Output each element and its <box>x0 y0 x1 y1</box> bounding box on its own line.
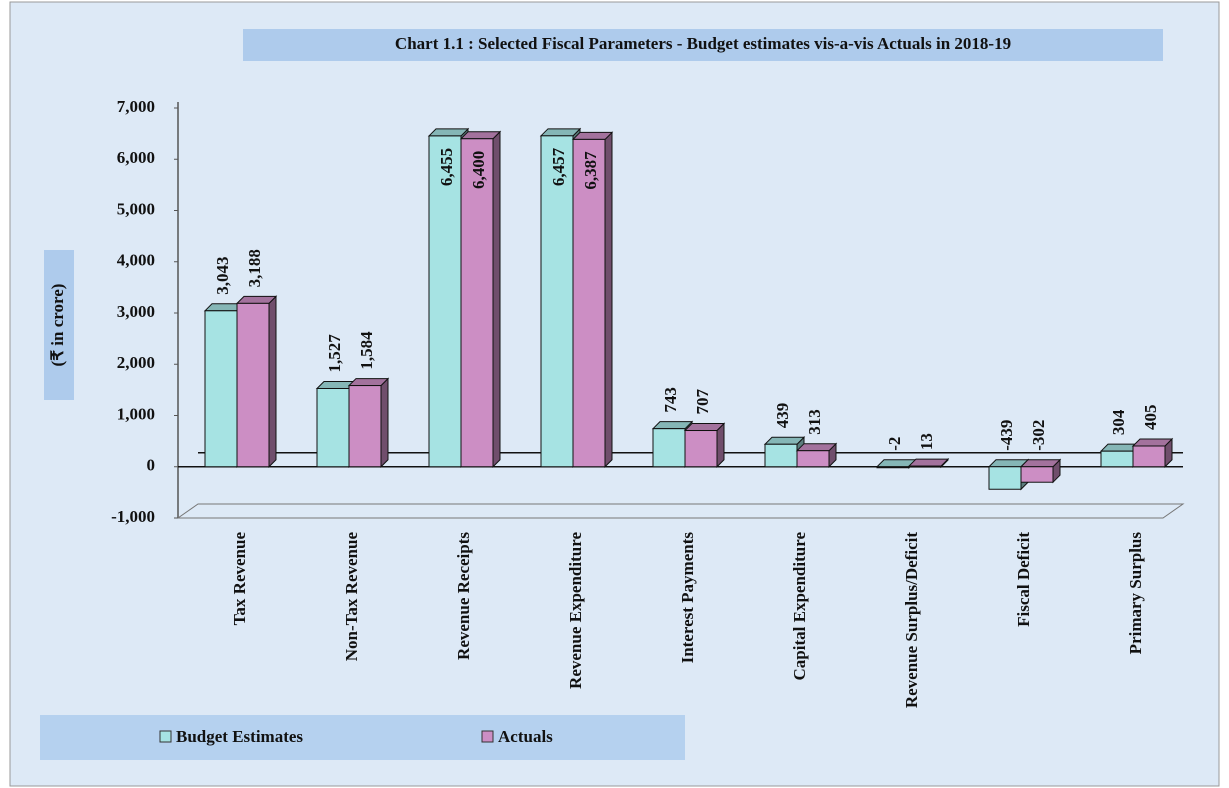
bar <box>876 466 910 469</box>
bar <box>988 466 1022 490</box>
bar-top <box>1019 459 1062 468</box>
x-tick-label: Revenue Surplus/Deficit <box>902 532 921 708</box>
legend-swatch <box>481 730 494 743</box>
value-label: 6,400 <box>469 151 488 189</box>
chart-background <box>9 1 1220 787</box>
y-label-box <box>44 250 74 400</box>
y-tick-label: 1,000 <box>117 404 155 423</box>
value-label: -2 <box>885 437 904 451</box>
bar <box>316 387 350 468</box>
bar-top <box>651 421 694 430</box>
bar <box>684 430 718 468</box>
bar <box>540 135 574 468</box>
value-label: 6,457 <box>549 147 568 186</box>
bar-top <box>539 128 582 137</box>
legend-box <box>40 715 685 760</box>
value-label: 439 <box>773 403 792 429</box>
value-label: 313 <box>805 409 824 435</box>
bar <box>1100 450 1134 468</box>
bar-side <box>492 130 501 468</box>
bar <box>1020 466 1054 483</box>
value-label: 6,387 <box>581 151 600 190</box>
y-tick-label: 7,000 <box>117 97 155 116</box>
y-tick-label: 4,000 <box>117 251 155 270</box>
bar <box>204 310 238 468</box>
value-label: 707 <box>693 389 712 415</box>
x-tick-label: Interest Payments <box>678 532 697 664</box>
bar-top <box>459 131 502 140</box>
bar <box>1132 445 1166 468</box>
bar-side <box>268 295 277 468</box>
value-label: 304 <box>1109 409 1128 435</box>
x-tick-label: Fiscal Deficit <box>1014 532 1033 627</box>
bar <box>796 450 830 468</box>
y-tick-label: 5,000 <box>117 199 155 218</box>
legend-label: Actuals <box>498 727 553 746</box>
bar <box>908 465 942 468</box>
y-axis-label: (₹ in crore) <box>48 284 67 367</box>
x-tick-label: Revenue Receipts <box>454 532 473 660</box>
bar-top <box>907 458 950 467</box>
value-label: 6,455 <box>437 148 456 186</box>
title-box <box>243 29 1163 61</box>
bar-top <box>763 436 806 445</box>
y-tick-label: 2,000 <box>117 353 155 372</box>
value-label: 743 <box>661 387 680 413</box>
value-label: 405 <box>1141 404 1160 430</box>
value-label: 3,188 <box>245 249 264 287</box>
bar-side <box>380 377 389 468</box>
bar <box>236 302 270 468</box>
legend-label: Budget Estimates <box>176 727 303 746</box>
value-label: -439 <box>997 420 1016 451</box>
value-label: 3,043 <box>213 257 232 295</box>
floor <box>176 503 1185 519</box>
value-label: 1,584 <box>357 331 376 370</box>
bar-top <box>235 295 278 304</box>
chart-title: Chart 1.1 : Selected Fiscal Parameters -… <box>395 34 1011 53</box>
bar-top <box>347 378 390 387</box>
bar-top <box>1131 438 1174 447</box>
y-tick-label: -1,000 <box>111 507 155 526</box>
bar-top <box>795 443 838 452</box>
bar <box>572 138 606 468</box>
bar <box>428 135 462 468</box>
bar <box>652 428 686 468</box>
y-tick-label: 3,000 <box>117 302 155 321</box>
legend-swatch <box>159 730 172 743</box>
x-tick-label: Tax Revenue <box>230 532 249 626</box>
y-tick-label: 0 <box>147 456 156 475</box>
bar-top <box>571 131 614 140</box>
bar-side <box>604 131 613 468</box>
bar <box>348 385 382 468</box>
bar-top <box>427 128 470 137</box>
x-tick-label: Non-Tax Revenue <box>342 532 361 662</box>
y-tick-label: 6,000 <box>117 148 155 167</box>
bar-top <box>683 423 726 432</box>
x-tick-label: Primary Surplus <box>1126 532 1145 655</box>
value-label: 13 <box>917 433 936 450</box>
value-label: -302 <box>1029 420 1048 451</box>
x-tick-label: Capital Expenditure <box>790 532 809 681</box>
value-label: 1,527 <box>325 334 344 373</box>
bar <box>460 138 494 468</box>
x-tick-label: Revenue Expenditure <box>566 532 585 689</box>
bar <box>764 443 798 468</box>
